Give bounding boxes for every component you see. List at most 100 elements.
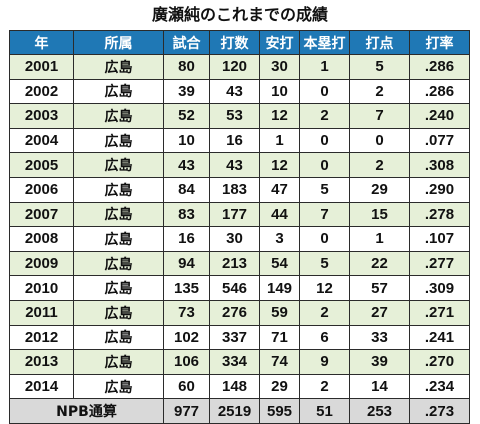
header-average: 打率 <box>409 30 470 55</box>
cell-year: 2011 <box>9 299 74 326</box>
cell-rbi: 15 <box>349 201 410 228</box>
cell-at-bats: 43 <box>209 78 260 105</box>
page-title: 廣瀬純のこれまでの成績 <box>151 5 328 24</box>
cell-home-runs: 6 <box>299 324 350 351</box>
cell-hits: 10 <box>259 78 300 105</box>
cell-team: 広島 <box>73 103 164 129</box>
cell-games: 83 <box>163 201 210 228</box>
cell-rbi: 7 <box>349 103 410 129</box>
cell-average: .309 <box>409 275 470 301</box>
cell-games: 135 <box>163 275 210 301</box>
cell-hits: 59 <box>259 299 300 326</box>
cell-rbi: 14 <box>349 373 410 400</box>
cell-team: 広島 <box>73 250 164 277</box>
cell-games: 43 <box>163 152 210 178</box>
cell-hits: 54 <box>259 250 300 277</box>
cell-rbi: 2 <box>349 152 410 178</box>
table-row: 2008 広島 16 30 3 0 1.107 <box>9 226 470 252</box>
table-row: 2002 広島 39 43 10 0 2.286 <box>9 78 470 105</box>
table-row: 2003 広島 52 53 12 2 7.240 <box>9 103 470 129</box>
cell-rbi: 33 <box>349 324 410 351</box>
total-label: NPB通算 <box>9 398 164 424</box>
cell-games: 10 <box>163 127 210 154</box>
cell-hits: 3 <box>259 226 300 252</box>
table-row: 2006 広島 84 183 47 5 29.290 <box>9 176 470 203</box>
cell-average: .290 <box>409 176 470 203</box>
total-home-runs: 51 <box>299 398 350 424</box>
cell-team: 広島 <box>73 176 164 203</box>
cell-home-runs: 0 <box>299 226 350 252</box>
cell-hits: 44 <box>259 201 300 228</box>
table-row: 2014 広島 60 148 29 2 14.234 <box>9 373 470 400</box>
cell-hits: 1 <box>259 127 300 154</box>
cell-at-bats: 16 <box>209 127 260 154</box>
header-hits: 安打 <box>259 30 300 55</box>
cell-team: 広島 <box>73 78 164 105</box>
cell-year: 2005 <box>9 152 74 178</box>
cell-team: 広島 <box>73 54 164 80</box>
cell-year: 2014 <box>9 373 74 400</box>
cell-hits: 149 <box>259 275 300 301</box>
table-row: 2009 広島 94 213 54 5 22.277 <box>9 250 470 277</box>
table-row: 2007 広島 83 177 44 7 15.278 <box>9 201 470 228</box>
cell-games: 73 <box>163 299 210 326</box>
cell-year: 2002 <box>9 78 74 105</box>
cell-games: 84 <box>163 176 210 203</box>
cell-average: .077 <box>409 127 470 154</box>
cell-team: 広島 <box>73 201 164 228</box>
cell-average: .277 <box>409 250 470 277</box>
cell-year: 2001 <box>9 54 74 80</box>
cell-games: 52 <box>163 103 210 129</box>
table-row: 2011 広島 73 276 59 2 27.271 <box>9 299 470 326</box>
header-row: 年 所属 試合 打数 安打 本塁打 打点 打率 <box>9 30 470 55</box>
cell-games: 60 <box>163 373 210 400</box>
cell-hits: 29 <box>259 373 300 400</box>
cell-team: 広島 <box>73 349 164 375</box>
cell-hits: 47 <box>259 176 300 203</box>
cell-average: .286 <box>409 54 470 80</box>
cell-games: 80 <box>163 54 210 80</box>
cell-average: .270 <box>409 349 470 375</box>
cell-hits: 30 <box>259 54 300 80</box>
cell-rbi: 57 <box>349 275 410 301</box>
cell-hits: 12 <box>259 103 300 129</box>
cell-average: .278 <box>409 201 470 228</box>
cell-year: 2007 <box>9 201 74 228</box>
header-year: 年 <box>9 30 74 55</box>
cell-average: .107 <box>409 226 470 252</box>
cell-at-bats: 53 <box>209 103 260 129</box>
cell-team: 広島 <box>73 275 164 301</box>
cell-average: .308 <box>409 152 470 178</box>
cell-at-bats: 213 <box>209 250 260 277</box>
total-row: NPB通算 977 2519 595 51 253 .273 <box>9 398 470 424</box>
cell-home-runs: 0 <box>299 152 350 178</box>
cell-at-bats: 334 <box>209 349 260 375</box>
cell-year: 2009 <box>9 250 74 277</box>
cell-year: 2004 <box>9 127 74 154</box>
cell-home-runs: 2 <box>299 373 350 400</box>
total-games: 977 <box>163 398 210 424</box>
cell-year: 2006 <box>9 176 74 203</box>
cell-year: 2012 <box>9 324 74 351</box>
cell-hits: 71 <box>259 324 300 351</box>
total-at-bats: 2519 <box>209 398 260 424</box>
cell-home-runs: 9 <box>299 349 350 375</box>
cell-games: 39 <box>163 78 210 105</box>
cell-home-runs: 12 <box>299 275 350 301</box>
table-body: 2001 広島 80 120 30 1 5.286 2002 広島 39 43 10 0 2.286 200… <box>9 54 470 400</box>
cell-at-bats: 148 <box>209 373 260 400</box>
cell-year: 2013 <box>9 349 74 375</box>
cell-year: 2003 <box>9 103 74 129</box>
stats-table: 年 所属 試合 打数 安打 本塁打 打点 打率 2001 広島 80 120 30 1 5.… <box>9 30 470 424</box>
table-row: 2005 広島 43 43 12 0 2.308 <box>9 152 470 178</box>
cell-games: 106 <box>163 349 210 375</box>
cell-home-runs: 2 <box>299 103 350 129</box>
table-row: 2004 広島 10 16 1 0 0.077 <box>9 127 470 154</box>
cell-year: 2008 <box>9 226 74 252</box>
total-hits: 595 <box>259 398 300 424</box>
cell-team: 広島 <box>73 152 164 178</box>
cell-rbi: 29 <box>349 176 410 203</box>
cell-team: 広島 <box>73 127 164 154</box>
cell-hits: 12 <box>259 152 300 178</box>
header-at-bats: 打数 <box>209 30 260 55</box>
